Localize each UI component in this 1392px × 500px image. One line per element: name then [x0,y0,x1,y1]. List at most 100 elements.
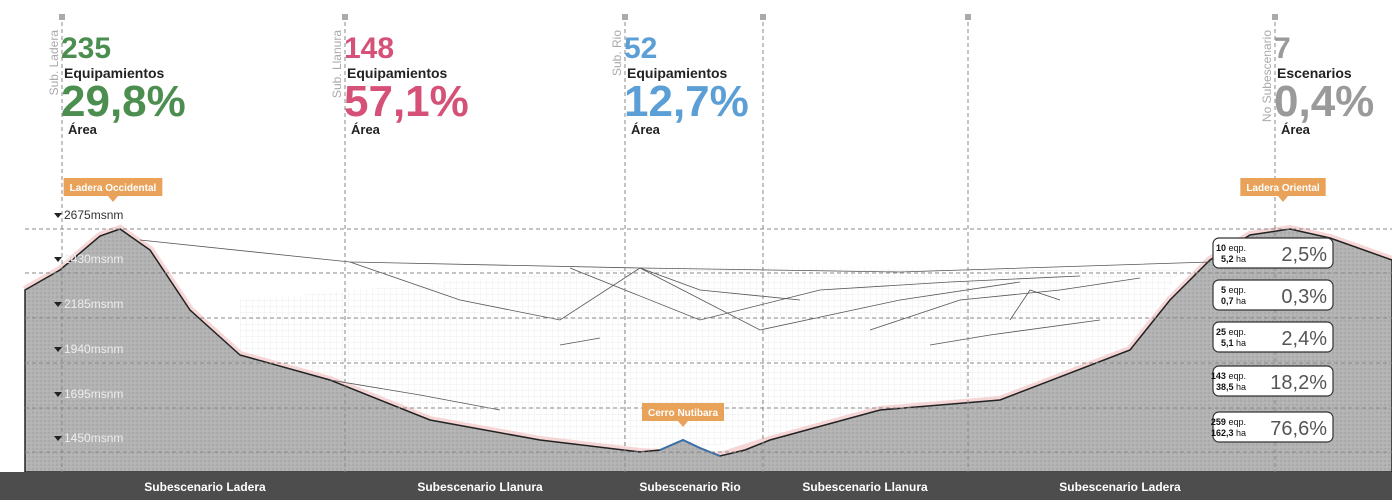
elevation-marker [54,436,62,441]
stat-label: Sub. Rio [610,30,624,76]
stat-unit: Equipamientos [627,65,728,81]
stat-area: Área [631,122,661,137]
table-row-box [1212,365,1334,397]
stat-percent: 12,7% [624,77,749,126]
stat-count: 52 [624,32,657,65]
callout-pointer [1278,196,1288,202]
row-percent: 0,3% [1281,286,1327,308]
divider-marker [965,14,971,20]
ha-value: 162,3 [1211,428,1234,438]
divider-marker [622,14,628,20]
eqp-count: 10 [1216,243,1226,253]
callout: Ladera Occidental [63,178,163,202]
elevation-label: 1450msnm [64,431,123,445]
table-row-box [1212,321,1334,353]
ha-unit: ha [1236,338,1246,348]
callout-box [1240,178,1326,196]
callout-label: Ladera Occidental [70,183,157,194]
ha-unit: ha [1236,382,1246,392]
stat-percent: 57,1% [344,77,469,126]
stat-label: No Subescenario [1260,30,1274,122]
ha-line: 38,5 ha [1216,382,1246,392]
ha-value: 5,2 [1221,254,1234,264]
ha-value: 5,1 [1221,338,1234,348]
elevation-marker [54,392,62,397]
eqp-count: 5 [1221,285,1226,295]
ha-line: 162,3 ha [1211,428,1246,438]
ha-unit: ha [1236,296,1246,306]
subscenario-label: Subescenario Ladera [1059,480,1181,494]
callout-pointer [678,421,688,427]
ha-line: 5,2 ha [1221,254,1246,264]
eqp-line: 259 eqp. [1211,417,1246,427]
elevation-label: 2675msnm [64,208,123,222]
elevation-marker [54,347,62,352]
stat-label: Sub. Llanura [330,30,344,98]
stat-area: Área [68,122,98,137]
callout-box [63,178,163,196]
callout-pointer [108,196,118,202]
stat-count: 7 [1274,32,1291,65]
callout: Cerro Nutibara [641,403,725,427]
eqp-count: 259 [1211,417,1226,427]
row-percent: 2,5% [1281,244,1327,266]
row-percent: 2,4% [1281,328,1327,350]
stat-unit: Equipamientos [347,65,448,81]
stat-label: Sub. Ladera [47,30,61,96]
stat-area: Área [1281,122,1311,137]
eqp-line: 143 eqp. [1211,371,1246,381]
subscenario-label: Subescenario Ladera [144,480,266,494]
elevation-marker [54,213,62,218]
divider-marker [760,14,766,20]
ha-unit: ha [1236,254,1246,264]
elevation-marker [54,302,62,307]
ridge-lines [139,239,1211,411]
ha-unit: ha [1236,428,1246,438]
ha-value: 38,5 [1216,382,1234,392]
elevation-label: 1695msnm [64,387,123,401]
eqp-count: 143 [1211,371,1226,381]
stat-percent: 0,4% [1274,77,1374,126]
callout: Ladera Oriental [1240,178,1326,202]
divider-marker [342,14,348,20]
row-percent: 76,6% [1270,418,1327,440]
eqp-unit: eqp. [1228,417,1246,427]
callout-label: Cerro Nutibara [648,408,718,419]
stat-unit: Equipamientos [64,65,165,81]
bottom-bar [0,472,1392,500]
divider-marker [59,14,65,20]
elevation-label: 2185msnm [64,297,123,311]
elevation-label: 2430msnm [64,252,123,266]
eqp-unit: eqp. [1228,327,1246,337]
eqp-unit: eqp. [1228,243,1246,253]
stat-count: 235 [61,32,111,65]
stat-unit: Escenarios [1277,65,1352,81]
eqp-count: 25 [1216,327,1226,337]
eqp-unit: eqp. [1228,285,1246,295]
subscenario-label: Subescenario Llanura [417,480,543,494]
stat-percent: 29,8% [61,77,186,126]
table-row-box [1212,411,1334,443]
subscenario-label: Subescenario Llanura [802,480,928,494]
eqp-line: 5 eqp. [1221,285,1246,295]
table-row-box [1212,279,1334,311]
eqp-line: 10 eqp. [1216,243,1246,253]
elevation-label: 1940msnm [64,342,123,356]
callout-label: Ladera Oriental [1246,183,1320,194]
stat-count: 148 [344,32,394,65]
river-hill [659,438,721,457]
elevation-marker [54,257,62,262]
table-row-box [1212,237,1334,269]
ha-value: 0,7 [1221,296,1234,306]
background [23,224,1392,473]
callout-box [641,403,725,421]
subscenario-label: Subescenario Rio [639,480,740,494]
ha-line: 0,7 ha [1221,296,1246,306]
eqp-line: 25 eqp. [1216,327,1246,337]
divider-marker [1272,14,1278,20]
row-percent: 18,2% [1270,372,1327,394]
ha-line: 5,1 ha [1221,338,1246,348]
stat-area: Área [351,122,381,137]
eqp-unit: eqp. [1228,371,1246,381]
